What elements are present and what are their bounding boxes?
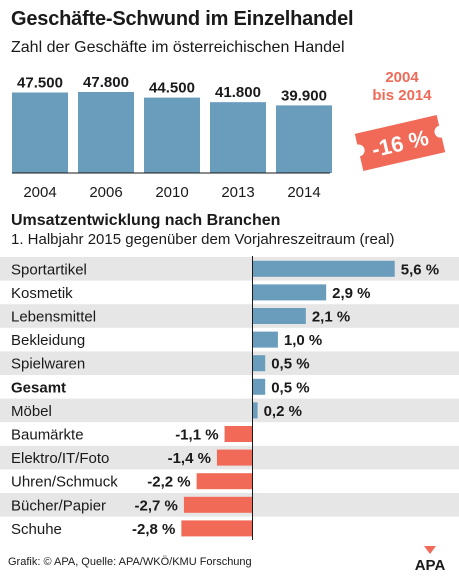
- apa-logo-arrow: [424, 546, 436, 554]
- category-label: Lebensmittel: [11, 309, 96, 326]
- bar-value-label: -1,4 %: [168, 450, 211, 467]
- category-label: Bücher/Papier: [11, 497, 106, 514]
- badge-years-line2: bis 2014: [372, 87, 432, 104]
- row-shade: [0, 398, 459, 423]
- bar-Bücher/Papier: [183, 496, 253, 513]
- bar-value-label: 0,2 %: [264, 403, 302, 420]
- category-label: Schuhe: [11, 521, 62, 538]
- badge-ticket-shape: [354, 115, 446, 171]
- bar-2006: [78, 92, 134, 173]
- x-tick-label: 2013: [221, 184, 254, 201]
- bar-Bekleidung: [252, 331, 278, 348]
- bar-Spielwaren: [252, 355, 266, 372]
- section2-subtitle: 1. Halbjahr 2015 gegenüber dem Vorjahres…: [11, 231, 395, 248]
- change-badge: 2004 bis 2014 -16 %: [354, 69, 446, 171]
- category-label: Elektro/IT/Foto: [11, 450, 109, 467]
- bar-Sportartikel: [252, 260, 395, 277]
- x-tick-label: 2010: [155, 184, 188, 201]
- row-shade: [0, 351, 459, 375]
- bar-value-label: 47.500: [17, 75, 63, 92]
- bar-Baumärkte: [224, 426, 253, 442]
- bar-Lebensmittel: [252, 308, 306, 324]
- bar-Elektro/IT/Foto: [216, 449, 253, 466]
- bar-value-label: 44.500: [149, 80, 195, 97]
- branch-row: Sportartikel 5,6 %: [0, 257, 459, 281]
- bar-value-label: 39.900: [281, 87, 327, 104]
- branch-row: Bücher/Papier -2,7 %: [0, 493, 459, 517]
- branch-row: Lebensmittel 2,1 %: [0, 304, 459, 328]
- bar-value-label: 1,0 %: [284, 332, 322, 349]
- row-shade: [0, 304, 459, 328]
- bar-Gesamt: [252, 378, 266, 395]
- bar-value-label: 2,9 %: [332, 285, 370, 302]
- branch-row: Uhren/Schmuck -2,2 %: [11, 473, 253, 491]
- branch-row: Möbel 0,2 %: [0, 398, 459, 423]
- bar-value-label: 0,5 %: [271, 356, 309, 373]
- category-label: Möbel: [11, 403, 52, 420]
- bar-value-label: 47.800: [83, 74, 129, 91]
- x-tick-label: 2006: [89, 184, 122, 201]
- branch-row: Elektro/IT/Foto -1,4 %: [0, 445, 459, 470]
- bar-value-label: -2,7 %: [135, 497, 178, 514]
- category-label: Bekleidung: [11, 332, 85, 349]
- bar-2010: [144, 97, 200, 173]
- bar-value-label: 0,5 %: [271, 379, 309, 396]
- bar-Uhren/Schmuck: [196, 473, 253, 490]
- apa-logo-text: APA: [415, 557, 446, 572]
- branch-row: Spielwaren 0,5 %: [0, 351, 459, 375]
- bar-value-label: 5,6 %: [401, 261, 439, 278]
- branch-row: Schuhe -2,8 %: [11, 520, 253, 538]
- category-label: Kosmetik: [11, 285, 73, 302]
- bar-2004: [12, 92, 68, 173]
- bar-value-label: -2,8 %: [132, 521, 175, 538]
- stores-bar-chart: 47.500 47.800 44.500 41.800 39.900 2004 2006 2…: [12, 69, 446, 201]
- bar-Kosmetik: [252, 284, 327, 301]
- branch-row: Bekleidung 1,0 %: [11, 331, 322, 349]
- bar-value-label: 41.800: [215, 84, 261, 101]
- bar-value-label: -1,1 %: [175, 427, 218, 444]
- section2-title: Umsatzentwicklung nach Branchen: [11, 212, 281, 229]
- category-label: Gesamt: [11, 379, 66, 396]
- branch-row: Gesamt 0,5 %: [11, 378, 310, 396]
- category-label: Spielwaren: [11, 356, 85, 373]
- bar-value-label: 2,1 %: [312, 309, 350, 326]
- chart-subtitle: Zahl der Geschäfte im österreichischen H…: [11, 39, 345, 56]
- bar-Möbel: [252, 402, 258, 419]
- bar-2014: [276, 105, 332, 173]
- apa-logo: APA: [415, 546, 446, 572]
- bar-Schuhe: [181, 520, 253, 537]
- chart-title: Geschäfte-Schwund im Einzelhandel: [11, 8, 354, 30]
- x-tick-label: 2014: [287, 184, 320, 201]
- source-footer: Grafik: © APA, Quelle: APA/WKÖ/KMU Forsc…: [8, 556, 252, 568]
- x-tick-label: 2004: [23, 184, 56, 201]
- branch-row: Kosmetik 2,9 %: [11, 284, 371, 302]
- bar-value-label: -2,2 %: [147, 474, 190, 491]
- category-label: Uhren/Schmuck: [11, 474, 118, 491]
- bar-2013: [210, 102, 266, 173]
- branch-row: Baumärkte -1,1 %: [11, 426, 253, 444]
- badge-years-line1: 2004: [385, 69, 419, 86]
- category-label: Baumärkte: [11, 427, 84, 444]
- category-label: Sportartikel: [11, 261, 87, 278]
